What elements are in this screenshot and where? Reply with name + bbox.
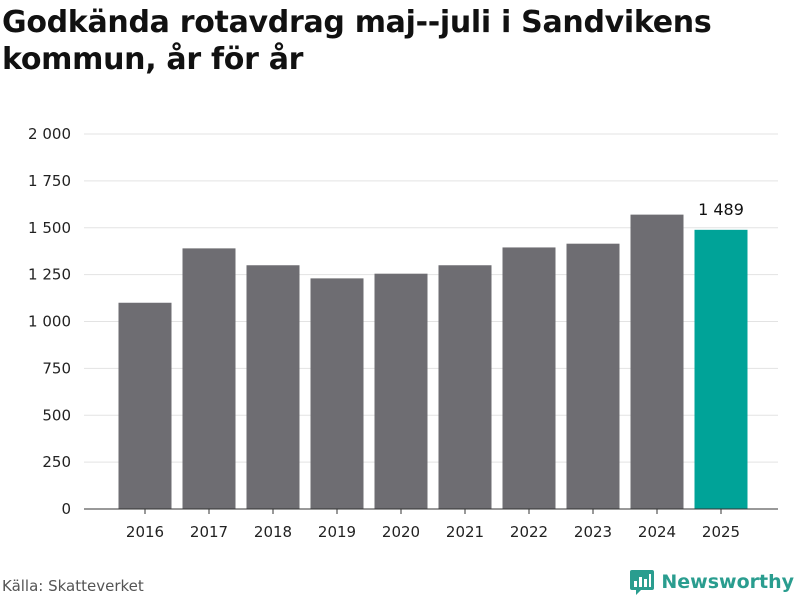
x-tick-label: 2020 (382, 523, 420, 541)
x-tick-label: 2016 (126, 523, 164, 541)
brand-logo[interactable]: Newsworthy (629, 568, 794, 596)
bar-2025 (694, 229, 748, 509)
x-tick-label: 2023 (574, 523, 612, 541)
source-note: Källa: Skatteverket (2, 577, 144, 595)
y-tick-label: 1 750 (28, 172, 71, 190)
x-tick-label: 2017 (190, 523, 228, 541)
bar-2022 (502, 247, 556, 509)
bars (118, 214, 748, 509)
y-tick-label: 2 000 (28, 125, 71, 143)
y-tick-label: 250 (42, 453, 71, 471)
chart-title: Godkända rotavdrag maj--juli i Sandviken… (2, 5, 712, 77)
bar-2020 (374, 273, 428, 509)
x-tick-label: 2024 (638, 523, 676, 541)
y-tick-label: 500 (42, 406, 71, 424)
y-tick-label: 1 500 (28, 219, 71, 237)
x-tick-label: 2018 (254, 523, 292, 541)
bar-2017 (182, 248, 236, 509)
y-tick-label: 0 (61, 500, 71, 518)
bar-2021 (438, 265, 492, 509)
x-tick-label: 2019 (318, 523, 356, 541)
y-axis-ticks: 0 250 500 750 1 000 1 250 1 500 1 750 2 000 (28, 125, 71, 518)
x-tick-label: 2021 (446, 523, 484, 541)
y-tick-label: 1 250 (28, 266, 71, 284)
bar-chart-logo-icon (630, 570, 655, 595)
bar-2019 (310, 278, 364, 509)
y-tick-label: 750 (42, 359, 71, 377)
bar-2024 (630, 214, 684, 509)
x-axis-ticks: 2016 2017 2018 2019 2020 2021 2022 2023 2024 2025 (126, 509, 740, 541)
x-tick-label: 2025 (702, 523, 740, 541)
brand-name: Newsworthy (661, 571, 794, 593)
data-labels: 1 489 (698, 200, 744, 219)
x-tick-label: 2022 (510, 523, 548, 541)
y-tick-label: 1 000 (28, 313, 71, 331)
data-label: 1 489 (698, 200, 744, 219)
bar-2023 (566, 243, 620, 509)
bar-2018 (246, 265, 300, 509)
bar-2016 (118, 302, 172, 509)
